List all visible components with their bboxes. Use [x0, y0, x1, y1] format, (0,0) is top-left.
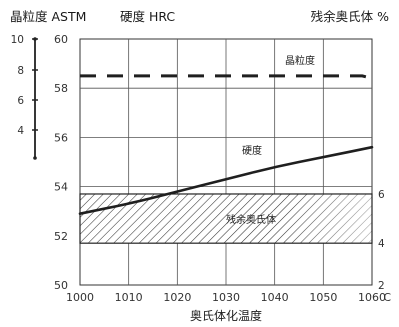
grain-size-series-label: 晶粒度 [285, 54, 315, 67]
grain-size-axis-title: 晶粒度 ASTM [10, 9, 86, 24]
hardness-tick-label: 60 [54, 33, 68, 46]
grain-size-dashed-line [80, 74, 373, 80]
retained-tick-label: 6 [378, 189, 385, 201]
hardness-axis-ticks: 50 52 54 56 58 60 [54, 33, 68, 292]
hardness-series-label: 硬度 [242, 144, 262, 157]
hardness-tick-label: 56 [54, 131, 68, 144]
hardness-line [78, 145, 374, 215]
x-tick-label: 1000 [66, 291, 94, 304]
hardness-tick-label: 52 [54, 230, 68, 243]
grain-size-axis: 10 8 6 4 [11, 34, 38, 160]
hardness-axis-title: 硬度 HRC [120, 9, 175, 24]
x-tick-label: 1050 [309, 291, 337, 304]
retained-austenite-band-outline [79, 193, 373, 244]
x-axis-title: 奥氏体化温度 [190, 308, 262, 323]
retained-tick-label: 4 [378, 238, 385, 250]
grid [80, 39, 372, 285]
x-tick-label: 1010 [115, 291, 143, 304]
retained-tick-label: 2 [378, 280, 385, 292]
hardness-tick-label: 58 [54, 82, 68, 95]
x-tick-label: 1040 [261, 291, 289, 304]
grain-tick-label: 6 [17, 95, 24, 107]
x-tick-label: 1020 [163, 291, 191, 304]
x-tick-label: 1030 [212, 291, 240, 304]
series-group [78, 74, 374, 215]
grain-tick-label: 8 [17, 65, 24, 77]
x-tick-label: 1060 [358, 291, 386, 304]
retained-austenite-series-label: 残余奥氏体 [226, 213, 276, 226]
grain-tick-label: 10 [11, 34, 24, 46]
grain-axis-end-dot [33, 156, 37, 160]
hardness-tick-label: 54 [54, 181, 68, 194]
grain-tick-label: 4 [17, 125, 24, 137]
retained-austenite-axis-ticks: 6 4 2 [378, 189, 385, 292]
retained-austenite-axis-title: 残余奥氏体 % [311, 9, 389, 24]
hardness-tick-label: 50 [54, 279, 68, 292]
x-axis-unit: C [383, 291, 391, 304]
